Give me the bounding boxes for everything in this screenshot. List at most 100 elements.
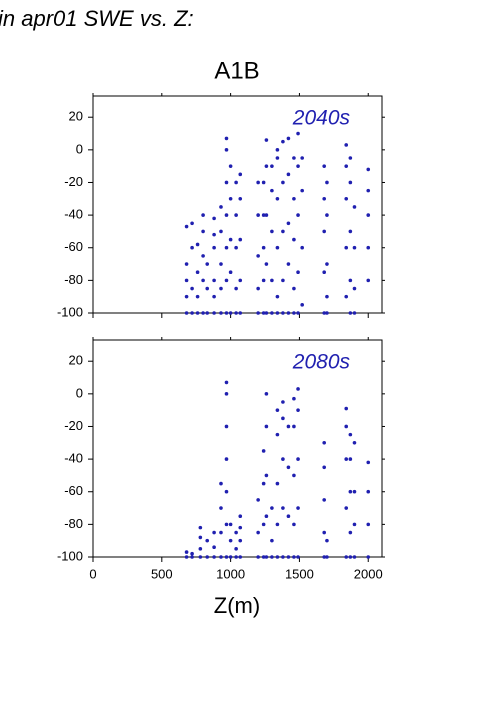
point	[184, 555, 189, 559]
point	[296, 387, 300, 391]
point	[281, 139, 285, 144]
x-axis-label: Z(m)	[214, 593, 260, 618]
point	[224, 148, 229, 152]
point	[325, 538, 329, 543]
point	[281, 506, 285, 510]
point	[256, 530, 260, 535]
x-tick-label: 500	[151, 566, 173, 581]
point	[234, 555, 238, 559]
point	[292, 156, 296, 160]
point	[275, 555, 280, 559]
point	[234, 213, 238, 217]
point	[228, 164, 233, 168]
point	[224, 457, 229, 461]
point	[264, 164, 269, 168]
point	[366, 278, 371, 283]
point	[219, 311, 223, 315]
point	[281, 311, 285, 315]
point	[261, 555, 266, 559]
point	[238, 172, 243, 177]
point	[234, 530, 238, 535]
point	[264, 311, 269, 315]
point	[286, 262, 291, 266]
point	[275, 196, 280, 201]
point	[264, 213, 269, 217]
point	[224, 522, 229, 527]
point	[190, 286, 194, 291]
point	[366, 188, 371, 193]
point	[256, 311, 260, 315]
point	[238, 525, 243, 530]
point	[264, 424, 269, 429]
point	[256, 555, 260, 559]
point	[281, 180, 285, 185]
point	[286, 514, 291, 519]
point	[292, 286, 296, 291]
point	[201, 278, 205, 283]
point	[292, 237, 296, 242]
point	[219, 555, 223, 559]
point	[212, 555, 216, 559]
point	[348, 555, 353, 559]
point	[348, 311, 353, 315]
point	[281, 457, 285, 461]
point	[219, 530, 223, 535]
point	[296, 555, 300, 559]
point	[275, 148, 280, 152]
y-tick-label: -100	[57, 304, 83, 319]
point	[281, 400, 285, 404]
point	[190, 311, 194, 315]
point	[281, 278, 285, 283]
x-tick-label: 1500	[285, 566, 314, 581]
point	[275, 432, 280, 437]
point	[275, 408, 280, 412]
point	[300, 245, 304, 250]
point	[256, 213, 260, 217]
point	[270, 506, 274, 510]
point	[190, 245, 194, 250]
x-tick-label: 1000	[216, 566, 245, 581]
point	[352, 489, 357, 494]
point	[275, 522, 280, 527]
x-tick-label: 0	[89, 566, 96, 581]
point	[366, 460, 371, 465]
point	[261, 449, 266, 453]
y-tick-label: 20	[69, 353, 83, 368]
point	[195, 294, 200, 299]
point	[352, 311, 357, 315]
point	[275, 294, 280, 299]
point	[234, 286, 238, 291]
point	[198, 525, 203, 530]
point	[212, 530, 216, 535]
point	[205, 555, 210, 559]
y-tick-label: -80	[64, 516, 83, 531]
point	[322, 311, 327, 315]
point	[352, 245, 357, 250]
point	[195, 270, 200, 275]
point	[344, 406, 349, 411]
y-tick-label: -40	[64, 451, 83, 466]
point	[348, 278, 353, 283]
point	[296, 164, 300, 168]
point	[224, 555, 229, 559]
point	[234, 180, 238, 185]
point	[325, 262, 329, 266]
point	[352, 440, 357, 445]
point	[228, 311, 233, 315]
point	[256, 498, 260, 502]
point	[296, 131, 300, 136]
point	[286, 136, 291, 141]
point	[322, 196, 327, 201]
point	[224, 245, 229, 250]
point	[219, 229, 223, 234]
point	[344, 196, 349, 201]
point	[212, 294, 216, 299]
point	[184, 550, 189, 554]
y-tick-label: -20	[64, 418, 83, 433]
point	[212, 245, 216, 250]
point	[292, 311, 296, 315]
point	[234, 547, 238, 551]
point	[184, 278, 189, 283]
point	[322, 498, 327, 502]
point	[190, 555, 194, 559]
